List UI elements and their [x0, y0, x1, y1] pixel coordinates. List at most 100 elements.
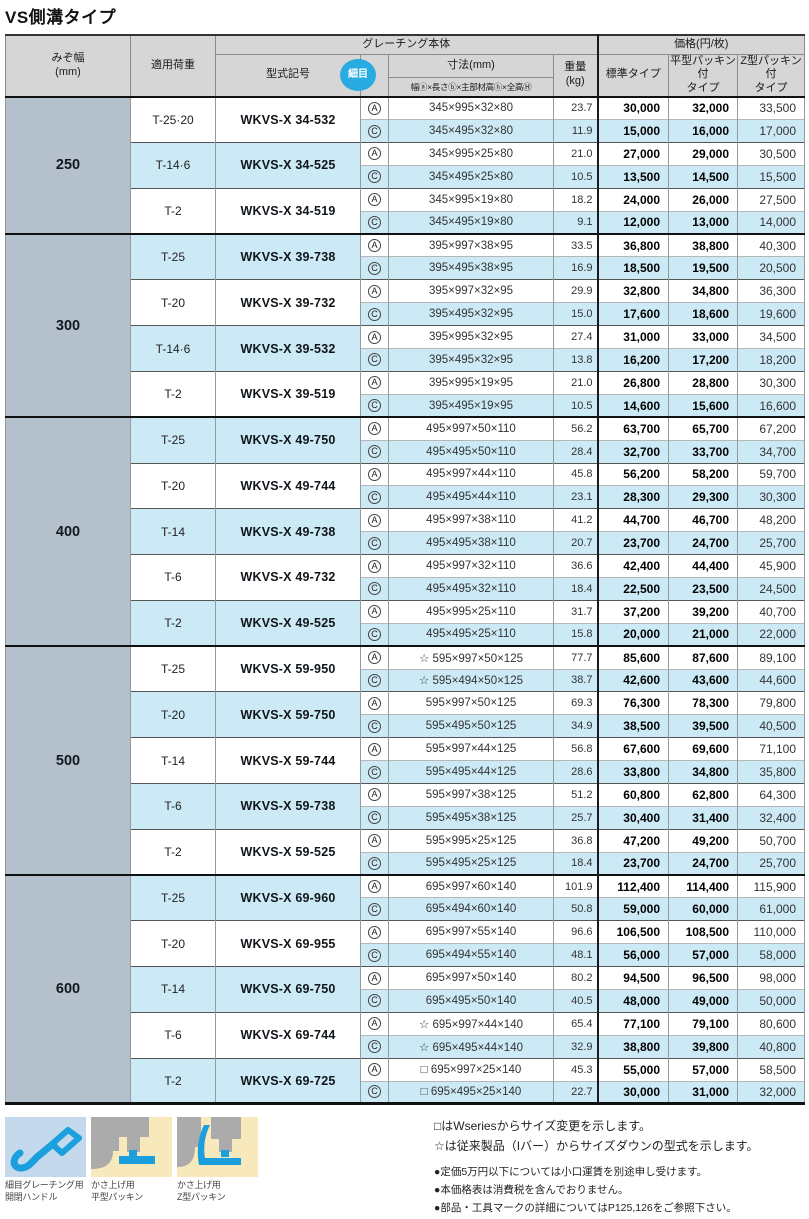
cell-weight: 45.3 — [553, 1057, 598, 1082]
cell-weight: 22.7 — [553, 1080, 598, 1104]
cell-dimensions: 595×495×38×125 — [388, 805, 554, 830]
groove-width-label: みぞ幅 (mm) — [51, 52, 85, 78]
note-downsize: ☆は従来製品（Iバー）からサイズダウンの型式を示します。 — [434, 1139, 759, 1154]
spec-mark-c: C — [360, 760, 389, 784]
spec-mark-a: A — [360, 599, 389, 624]
cell-weight: 80.2 — [553, 966, 598, 990]
cell-model: WKVS-X 59-744 — [215, 737, 361, 784]
table-row: C 595×495×50×125 34.9 38,500 39,500 40,500 — [6, 714, 806, 738]
cell-price-standard: 18,500 — [596, 256, 669, 280]
cell-model: WKVS-X 34-532 — [215, 95, 361, 143]
table-row: C 495×495×44×110 23.1 28,300 29,300 30,300 — [6, 485, 806, 509]
spec-mark-c: C — [360, 256, 389, 280]
cell-model: WKVS-X 59-738 — [215, 782, 361, 830]
table-row: T-6 WKVS-X 69-744 A ☆ 695×997×44×140 65.4 77,… — [6, 1011, 806, 1059]
spec-mark-c: C — [360, 302, 389, 326]
table-row: C □ 695×495×25×140 22.7 30,000 31,000 32,000 — [6, 1080, 806, 1104]
cell-price-standard: 16,200 — [596, 348, 669, 372]
cell-price-z-packing: 22,000 — [736, 622, 806, 647]
table-row: T-6 WKVS-X 59-738 A 595×997×38×125 51.2 60,80… — [6, 782, 806, 830]
cell-price-standard: 28,300 — [596, 485, 669, 509]
col-header-flat-packing-type: 平型パッキン付 タイプ — [668, 53, 738, 98]
cell-weight: 51.2 — [553, 782, 598, 807]
cell-price-z-packing: 110,000 — [736, 920, 806, 944]
table-row: 250 T-25·20 WKVS-X 34-532 A 345×995×32×80 23.… — [5, 95, 806, 235]
circled-a-icon: A — [368, 101, 381, 115]
circled-c-icon: C — [368, 902, 381, 916]
cell-weight: 40.5 — [553, 988, 598, 1013]
cell-load: T-6 — [130, 782, 216, 830]
cell-weight: 10.5 — [553, 393, 598, 418]
cell-price-z-packing: 48,200 — [736, 508, 806, 532]
cell-price-z-packing: 30,500 — [736, 142, 806, 166]
price-table: みぞ幅 (mm) 適用荷重 グレーチング本体 価格(円/枚) 型式記号 細目 寸… — [5, 34, 806, 1106]
circled-c-icon: C — [368, 811, 381, 825]
circled-a-icon: A — [368, 467, 381, 481]
cell-price-z-packing: 40,500 — [736, 714, 806, 738]
cell-price-z-packing: 79,800 — [736, 691, 806, 715]
cell-weight: 36.6 — [553, 554, 598, 578]
cell-price-standard: 76,300 — [596, 691, 669, 715]
cell-price-z-packing: 17,000 — [736, 119, 806, 143]
table-row: C 395×495×38×95 16.9 18,500 19,500 20,500 — [6, 256, 806, 280]
cell-weight: 21.0 — [553, 370, 598, 395]
circled-a-icon: A — [368, 422, 381, 436]
cell-model: WKVS-X 34-525 — [215, 142, 361, 189]
cell-load: T-2 — [130, 187, 216, 235]
cell-load: T-14·6 — [130, 325, 216, 372]
cell-weight: 29.9 — [553, 279, 598, 303]
cell-load: T-20 — [130, 462, 216, 509]
table-header: みぞ幅 (mm) 適用荷重 グレーチング本体 価格(円/枚) 型式記号 細目 寸… — [5, 34, 806, 98]
spec-mark-c: C — [360, 851, 389, 876]
cell-price-flat-packing: 34,800 — [668, 760, 738, 784]
circled-a-icon: A — [368, 239, 381, 253]
cell-model: WKVS-X 69-955 — [215, 920, 361, 967]
table-row: C 395×495×19×95 10.5 14,600 15,600 16,600 — [6, 393, 806, 418]
spec-mark-c: C — [360, 1034, 389, 1059]
cell-load: T-25 — [130, 874, 216, 921]
cell-dimensions: 595×495×25×125 — [388, 851, 554, 876]
table-row: C 345×495×32×80 11.9 15,000 16,000 17,000 — [6, 119, 806, 143]
spec-mark-a: A — [360, 554, 389, 578]
table-row: C 395×495×32×95 15.0 17,600 18,600 19,600 — [6, 302, 806, 326]
cell-price-flat-packing: 31,400 — [668, 805, 738, 830]
circled-a-icon: A — [368, 147, 381, 161]
cell-model: WKVS-X 49-744 — [215, 462, 361, 509]
circled-c-icon: C — [368, 719, 381, 733]
circled-c-icon: C — [368, 627, 381, 641]
spec-mark-c: C — [360, 164, 389, 189]
circled-c-icon: C — [368, 582, 381, 596]
cell-price-flat-packing: 32,000 — [668, 95, 738, 120]
cell-price-z-packing: 19,600 — [736, 302, 806, 326]
cell-price-z-packing: 35,800 — [736, 760, 806, 784]
dimensions-label: 寸法(mm) — [447, 58, 495, 71]
cell-price-standard: 24,000 — [596, 187, 669, 212]
col-header-dimensions: 寸法(mm) — [388, 53, 554, 79]
cell-load: T-2 — [130, 828, 216, 876]
cell-model: WKVS-X 69-744 — [215, 1011, 361, 1059]
cell-weight: 96.6 — [553, 920, 598, 944]
circled-a-icon: A — [368, 1017, 381, 1031]
page-footer: 細目グレーチング用 開閉ハンドル かさ上げ用 平型パッキン — [5, 1117, 804, 1219]
table-row: T-14 WKVS-X 49-738 A 495×997×38×110 41.2 44,7… — [6, 508, 806, 555]
cell-model: WKVS-X 59-525 — [215, 828, 361, 876]
table-row: C 595×495×44×125 28.6 33,800 34,800 35,800 — [6, 760, 806, 784]
circled-c-icon: C — [368, 1085, 381, 1099]
spec-mark-c: C — [360, 119, 389, 143]
cell-price-standard: 22,500 — [596, 576, 669, 601]
cell-price-flat-packing: 65,700 — [668, 416, 738, 441]
table-row: C 695×494×55×140 48.1 56,000 57,000 58,000 — [6, 943, 806, 967]
cell-weight: 56.8 — [553, 737, 598, 761]
cell-model: WKVS-X 49-525 — [215, 599, 361, 647]
circled-a-icon: A — [368, 376, 381, 390]
cell-model: WKVS-X 69-750 — [215, 966, 361, 1013]
spec-mark-c: C — [360, 714, 389, 738]
cell-price-standard: 15,000 — [596, 119, 669, 143]
circled-a-icon: A — [368, 925, 381, 939]
cell-model: WKVS-X 39-738 — [215, 233, 361, 280]
cell-weight: 16.9 — [553, 256, 598, 280]
table-row: C 595×495×38×125 25.7 30,400 31,400 32,400 — [6, 805, 806, 830]
cell-price-standard: 32,700 — [596, 439, 669, 463]
table-row: C 695×494×60×140 50.8 59,000 60,000 61,000 — [6, 897, 806, 921]
flat-packing-type-label: 平型パッキン付 タイプ — [670, 54, 736, 95]
